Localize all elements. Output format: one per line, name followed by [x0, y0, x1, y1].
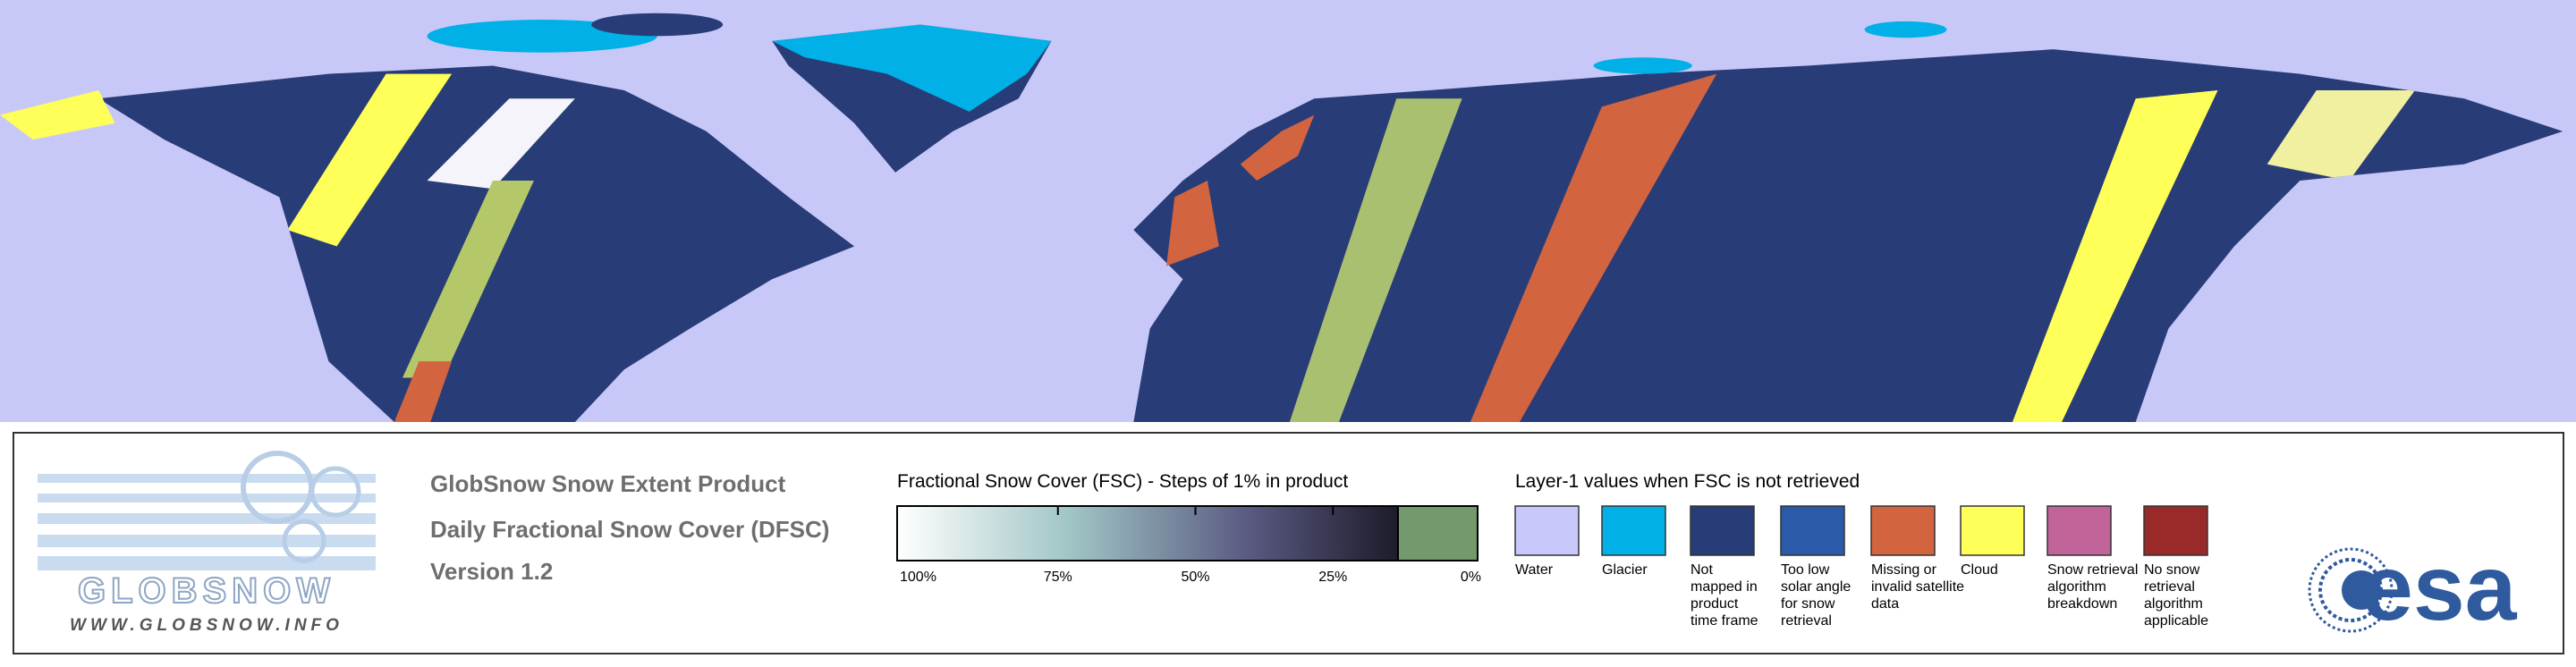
- legend-swatch: [1960, 505, 2025, 556]
- legend-label: mapped in: [1690, 579, 1758, 595]
- fsc-tick-label: 0%: [1461, 570, 1481, 585]
- uk: [1166, 181, 1219, 266]
- logo-url: WWW.GLOBSNOW.INFO: [70, 616, 343, 635]
- map: [0, 0, 2576, 423]
- fsc-tick-label: 50%: [1181, 570, 1209, 585]
- land: [0, 13, 2563, 423]
- swath: [1289, 98, 1462, 423]
- legend-label: invalid satellite: [1871, 579, 1964, 595]
- legend-swatch: [1514, 505, 1580, 556]
- swath: [2012, 90, 2218, 423]
- legend-label: Too low: [1781, 562, 1830, 578]
- agency-name: esa: [2361, 536, 2518, 640]
- arctic-islands: [1593, 57, 1692, 74]
- legend-swatch: [1690, 505, 1755, 556]
- swath: [2267, 90, 2415, 182]
- legend-label: data: [1871, 596, 1899, 612]
- swaths: [287, 73, 2415, 423]
- legend-label: retrieval: [1781, 613, 1832, 629]
- swath: [402, 181, 534, 378]
- fsc-tick-label: 25%: [1318, 570, 1347, 585]
- logo-stripe: [38, 535, 376, 547]
- legend-swatch: [1601, 505, 1666, 556]
- legend-label: product: [1690, 596, 1739, 612]
- swath: [1470, 73, 1717, 423]
- fsc-title: Fractional Snow Cover (FSC) - Steps of 1…: [897, 471, 1348, 492]
- legend-label: for snow: [1781, 596, 1835, 612]
- arctic-islands: [591, 13, 724, 37]
- legend-swatch: [1870, 505, 1936, 556]
- legend-swatch: [1780, 505, 1845, 556]
- swath: [427, 98, 575, 190]
- legend-label: Snow retrieval: [2047, 562, 2138, 578]
- fsc-tick-label: 75%: [1044, 570, 1072, 585]
- product-version: Version 1.2: [430, 558, 553, 585]
- snowflake: [282, 519, 326, 563]
- product-subtitle: Daily Fractional Snow Cover (DFSC): [430, 516, 829, 543]
- logo: GLOBSNOW WWW.GLOBSNOW.INFO: [38, 451, 376, 635]
- swath: [287, 73, 453, 247]
- greenland-glacier: [772, 24, 1052, 112]
- fsc-gradient: [896, 505, 1399, 561]
- logo-stripe: [38, 556, 376, 570]
- legend-label: algorithm: [2144, 596, 2203, 612]
- fsc-zero-swatch: [1397, 505, 1479, 561]
- legend-label: solar angle: [1781, 579, 1851, 595]
- esa-emblem: [2342, 570, 2381, 610]
- arctic-islands: [1864, 21, 1947, 38]
- legend-swatch: [2046, 505, 2112, 556]
- legend-label: No snow: [2144, 562, 2200, 578]
- logo-stripe: [38, 494, 376, 502]
- legend-label: Not: [1690, 562, 1713, 578]
- legend-label: Missing or: [1871, 562, 1937, 578]
- legend-label: Glacier: [1602, 562, 1648, 578]
- fsc-tick-label: 100%: [900, 570, 936, 585]
- product-title: GlobSnow Snow Extent Product: [430, 470, 786, 497]
- legend-label: algorithm: [2047, 579, 2106, 595]
- swath: [394, 361, 453, 423]
- legend-label: time frame: [1690, 613, 1758, 629]
- legend-label: applicable: [2144, 613, 2208, 629]
- esa-emblem: [2308, 547, 2394, 633]
- legend-label: retrieval: [2144, 579, 2195, 595]
- eurasia: [1133, 49, 2563, 423]
- legend-swatch: [2143, 505, 2208, 556]
- snowflake: [309, 466, 361, 518]
- fsc-ticks: 100% 75% 50% 25% 0%: [900, 506, 1481, 585]
- layer1-title: Layer-1 values when FSC is not retrieved: [1515, 471, 1860, 492]
- legend-label: Water: [1515, 562, 1554, 578]
- legend-label: breakdown: [2047, 596, 2117, 612]
- alaska: [0, 90, 115, 140]
- logo-stripe: [38, 474, 376, 483]
- esa-logo: esa: [2308, 536, 2518, 640]
- logo-name: GLOBSNOW: [78, 571, 335, 611]
- legend-label: Cloud: [1961, 562, 1998, 578]
- scandinavia-west: [1240, 114, 1315, 182]
